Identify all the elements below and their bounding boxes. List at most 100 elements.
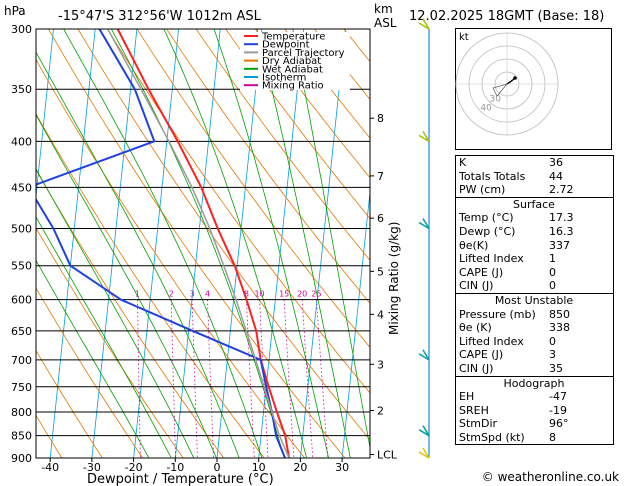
row-label: CIN (J) (459, 361, 494, 375)
row-label: Dewp (°C) (459, 224, 516, 238)
km-tick-label: 7 (377, 170, 384, 183)
table-row: K 36 (456, 156, 613, 170)
row-label: CAPE (J) (459, 348, 504, 362)
row-value: 0 (549, 279, 556, 293)
pressure-tick-label: 550 (11, 260, 32, 273)
pressure-tick-label: 300 (11, 23, 32, 36)
series-temperature (116, 29, 291, 458)
row-value: 0 (549, 265, 556, 279)
row-value: 17.3 (549, 211, 574, 225)
table-row: PW (cm) 2.72 (456, 183, 613, 197)
row-label: Lifted Index (459, 252, 524, 266)
legend-label: Temperature (261, 32, 325, 43)
km-tick-label: 2 (377, 405, 384, 418)
pressure-unit-label: hPa (4, 4, 26, 18)
wind-barb (418, 18, 430, 30)
series-parcel-trajectory (107, 29, 290, 458)
mixing-ratio-label: 10 (254, 290, 264, 299)
km-tick-label: LCL (377, 449, 398, 462)
row-value: 44 (549, 169, 563, 183)
row-value: 850 (549, 307, 570, 321)
mixing-ratio-line (301, 299, 314, 458)
row-value: 338 (549, 321, 570, 335)
mixing-ratio-label: 1 (135, 290, 140, 299)
mixing-ratio-label: 25 (311, 290, 321, 299)
row-label: Totals Totals (459, 169, 526, 183)
hodograph-section-title: Hodograph (456, 375, 613, 391)
isotherm-line (49, 29, 96, 458)
hodograph-end-dot (513, 76, 517, 80)
table-row: CIN (J) 35 (456, 362, 613, 376)
row-value: 16.3 (549, 224, 574, 238)
pressure-tick-label: 450 (11, 181, 32, 194)
legend-label: Dewpoint (262, 40, 310, 51)
table-row: Lifted Index 1 (456, 252, 613, 266)
wet-adiabat-line (36, 113, 217, 458)
row-label: StmDir (459, 417, 498, 431)
x-axis-label: Dewpoint / Temperature (°C) (87, 472, 274, 486)
pressure-tick-label: 350 (11, 83, 32, 96)
wind-barb (418, 447, 430, 459)
mixing-ratio-label: 3 (190, 290, 195, 299)
row-value: 2.72 (549, 183, 574, 197)
row-value: -47 (549, 390, 567, 404)
temp-tick-label: -10 (166, 461, 184, 474)
temp-tick-label: 0 (214, 461, 221, 474)
table-row: StmDir 96° (456, 417, 613, 431)
temp-tick-label: 10 (252, 461, 266, 474)
pressure-tick-label: 900 (11, 452, 32, 465)
storm-motion-marker (492, 83, 509, 97)
wind-barb (418, 218, 430, 230)
indices-table: K 36 Totals Totals 44 PW (cm) 2.72 Surface Te… (455, 155, 614, 446)
table-row: CAPE (J) 0 (456, 266, 613, 280)
temp-tick-label: 20 (293, 461, 307, 474)
row-label: Lifted Index (459, 334, 524, 348)
mixing-ratio-label: 15 (279, 290, 289, 299)
km-tick-label: 6 (377, 212, 384, 225)
isotherm-line (300, 29, 346, 458)
hodograph-ring-label: 30 (490, 95, 502, 105)
table-row: SREH -19 (456, 404, 613, 418)
row-value: 0 (549, 334, 556, 348)
table-row: CIN (J) 0 (456, 279, 613, 293)
table-row: θe (K) 338 (456, 321, 613, 335)
pressure-tick-label: 600 (11, 294, 32, 307)
location-title: -15°47'S 312°56'W 1012m ASL (58, 9, 262, 24)
table-row: Temp (°C) 17.3 (456, 211, 613, 225)
temp-tick-label: -30 (83, 461, 101, 474)
wind-barb (418, 425, 430, 437)
hodograph-unit: kt (459, 32, 469, 43)
row-value: 96° (549, 417, 569, 431)
footer-credit: © weatheronline.co.uk (481, 470, 619, 484)
temp-tick-label: -40 (41, 461, 59, 474)
row-value: 337 (549, 238, 570, 252)
table-row: EH -47 (456, 390, 613, 404)
row-label: θe (K) (459, 321, 492, 335)
row-label: θe(K) (459, 238, 489, 252)
isotherm-line (341, 188, 370, 458)
dry-adiabat-line (136, 29, 370, 349)
dry-adiabat-line (36, 169, 225, 458)
pressure-tick-label: 850 (11, 430, 32, 443)
mixing-ratio-line (137, 299, 141, 458)
km-unit-label: km (374, 2, 393, 16)
row-label: EH (459, 390, 475, 404)
dry-adiabat-line (48, 29, 346, 458)
row-value: 36 (549, 156, 563, 169)
isotherm-line (36, 29, 54, 200)
legend-box (240, 32, 350, 90)
pressure-tick-label: 650 (11, 325, 32, 338)
wind-barb (418, 130, 430, 142)
row-label: Temp (°C) (459, 211, 514, 225)
table-row: StmSpd (kt) 8 (456, 431, 613, 445)
row-value: 35 (549, 361, 563, 375)
surface-section-title: Surface (456, 196, 613, 212)
km-tick-label: 4 (377, 308, 384, 321)
table-row: Totals Totals 44 (456, 170, 613, 184)
table-row: CAPE (J) 3 (456, 348, 613, 362)
wet-adiabat-line (63, 29, 263, 458)
mixing-ratio-label: 4 (205, 290, 210, 299)
plot-frame (35, 28, 371, 459)
row-value: 3 (549, 348, 556, 362)
